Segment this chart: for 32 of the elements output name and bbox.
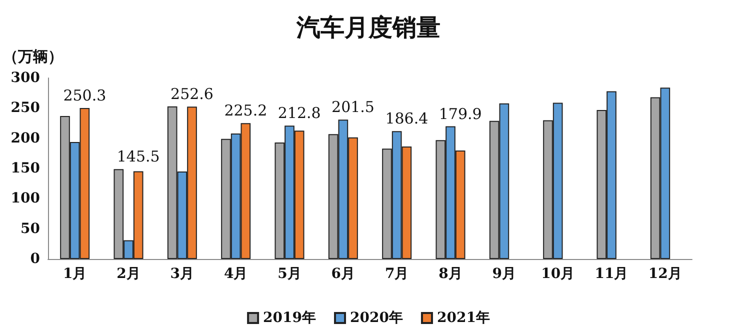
x-tick-label: 10月: [541, 266, 575, 282]
y-tick-label: 150: [10, 160, 40, 176]
x-tick-label: 7月: [384, 266, 409, 282]
data-label: 145.5: [116, 148, 160, 166]
x-tick-label: 2月: [116, 266, 140, 282]
x-tick-label: 3月: [170, 266, 194, 282]
x-tick-label: 11月: [594, 266, 628, 282]
legend-label: 2021年: [436, 310, 490, 326]
legend-label: 2020年: [350, 310, 403, 326]
data-label: 252.6: [170, 84, 214, 103]
data-label: 186.4: [385, 110, 428, 128]
data-label: 225.2: [224, 102, 268, 120]
legend-label: 2019年: [263, 310, 316, 326]
x-tick-label: 4月: [224, 266, 248, 282]
y-tick-label: 250: [10, 100, 40, 116]
x-tick-label: 6月: [331, 266, 356, 282]
x-tick-label: 9月: [492, 266, 516, 282]
y-tick-label: 200: [10, 130, 40, 146]
chart-title: 汽车月度销量: [296, 12, 440, 42]
x-tick-label: 12月: [648, 266, 682, 282]
data-label: 201.5: [332, 98, 374, 116]
x-tick-label: 1月: [62, 266, 87, 282]
x-tick-label: 8月: [438, 266, 462, 282]
y-tick-label: 100: [10, 190, 40, 207]
x-tick-label: 5月: [278, 266, 302, 282]
y-tick-label: 50: [20, 220, 40, 237]
y-tick-label: 0: [30, 251, 40, 267]
data-label: 212.8: [278, 104, 321, 122]
data-label: 179.9: [438, 104, 482, 123]
data-label: 250.3: [63, 86, 106, 104]
y-axis-title: （万辆）: [3, 48, 63, 66]
y-tick-label: 300: [10, 70, 40, 86]
